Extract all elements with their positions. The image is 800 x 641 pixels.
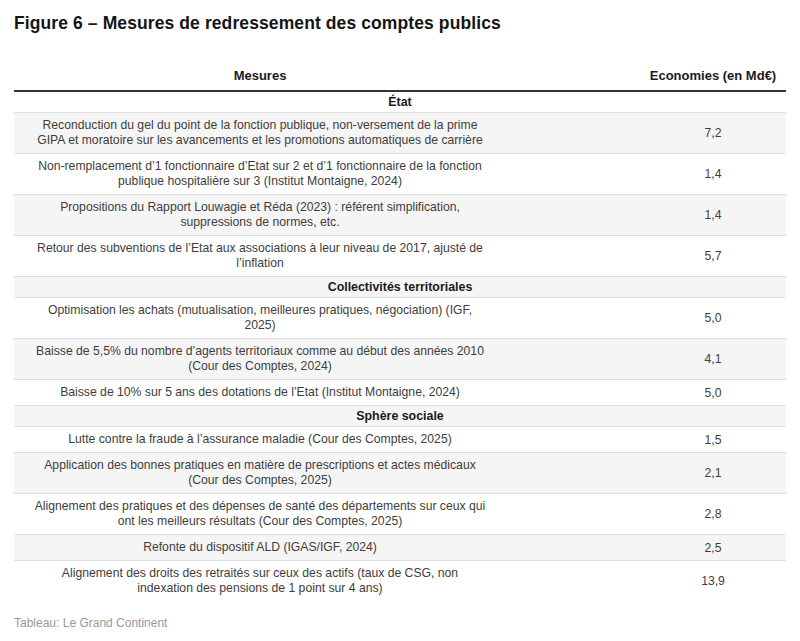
column-header-spacer	[506, 64, 640, 91]
table-row: Application des bonnes pratiques en mati…	[14, 453, 786, 494]
value-cell: 1,5	[640, 427, 786, 453]
measure-cell: Retour des subventions de l’Etat aux ass…	[14, 236, 506, 277]
measure-cell: Reconduction du gel du point de la fonct…	[14, 113, 506, 154]
spacer-cell	[506, 561, 640, 602]
value-cell: 1,4	[640, 195, 786, 236]
spacer-cell	[506, 298, 640, 339]
section-header-row: Sphère sociale	[14, 406, 786, 427]
measure-cell: Alignement des pratiques et des dépenses…	[14, 494, 506, 535]
spacer-cell	[506, 427, 640, 453]
measure-cell: Application des bonnes pratiques en mati…	[14, 453, 506, 494]
value-cell: 2,8	[640, 494, 786, 535]
spacer-cell	[506, 380, 640, 406]
value-cell: 13,9	[640, 561, 786, 602]
table-body: ÉtatReconduction du gel du point de la f…	[14, 91, 786, 601]
spacer-cell	[506, 154, 640, 195]
measure-cell: Refonte du dispositif ALD (IGAS/IGF, 202…	[14, 535, 506, 561]
spacer-cell	[506, 453, 640, 494]
figure-container: Figure 6 – Mesures de redressement des c…	[0, 0, 800, 630]
table-header-row: Mesures Economies (en Md€)	[14, 64, 786, 91]
table-row: Refonte du dispositif ALD (IGAS/IGF, 202…	[14, 535, 786, 561]
table-row: Non-remplacement d’1 fonctionnaire d’Eta…	[14, 154, 786, 195]
table-row: Retour des subventions de l’Etat aux ass…	[14, 236, 786, 277]
column-header-mesures: Mesures	[14, 64, 506, 91]
value-cell: 2,5	[640, 535, 786, 561]
section-title: Sphère sociale	[14, 406, 786, 427]
section-title: Collectivités territoriales	[14, 277, 786, 298]
spacer-cell	[506, 113, 640, 154]
value-cell: 2,1	[640, 453, 786, 494]
spacer-cell	[506, 494, 640, 535]
spacer-cell	[506, 339, 640, 380]
table-row: Alignement des droits des retraités sur …	[14, 561, 786, 602]
table-header: Mesures Economies (en Md€)	[14, 64, 786, 91]
measure-cell: Optimisation les achats (mutualisation, …	[14, 298, 506, 339]
section-header-row: Collectivités territoriales	[14, 277, 786, 298]
table-row: Optimisation les achats (mutualisation, …	[14, 298, 786, 339]
measure-cell: Non-remplacement d’1 fonctionnaire d’Eta…	[14, 154, 506, 195]
table-row: Propositions du Rapport Louwagie et Réda…	[14, 195, 786, 236]
column-header-economies: Economies (en Md€)	[640, 64, 786, 91]
spacer-cell	[506, 195, 640, 236]
measure-cell: Alignement des droits des retraités sur …	[14, 561, 506, 602]
value-cell: 5,0	[640, 298, 786, 339]
table-row: Reconduction du gel du point de la fonct…	[14, 113, 786, 154]
section-title: État	[14, 91, 786, 113]
value-cell: 5,7	[640, 236, 786, 277]
value-cell: 4,1	[640, 339, 786, 380]
measure-cell: Lutte contre la fraude à l’assurance mal…	[14, 427, 506, 453]
spacer-cell	[506, 535, 640, 561]
figure-title: Figure 6 – Mesures de redressement des c…	[14, 13, 786, 34]
value-cell: 5,0	[640, 380, 786, 406]
table-row: Lutte contre la fraude à l’assurance mal…	[14, 427, 786, 453]
spacer-cell	[506, 236, 640, 277]
measure-cell: Baisse de 5,5% du nombre d’agents territ…	[14, 339, 506, 380]
table-row: Baisse de 10% sur 5 ans des dotations de…	[14, 380, 786, 406]
source-attribution: Tableau: Le Grand Continent	[14, 616, 786, 630]
value-cell: 7,2	[640, 113, 786, 154]
section-header-row: État	[14, 91, 786, 113]
measures-table: Mesures Economies (en Md€) ÉtatReconduct…	[14, 64, 786, 601]
measure-cell: Propositions du Rapport Louwagie et Réda…	[14, 195, 506, 236]
value-cell: 1,4	[640, 154, 786, 195]
table-row: Baisse de 5,5% du nombre d’agents territ…	[14, 339, 786, 380]
measure-cell: Baisse de 10% sur 5 ans des dotations de…	[14, 380, 506, 406]
table-row: Alignement des pratiques et des dépenses…	[14, 494, 786, 535]
